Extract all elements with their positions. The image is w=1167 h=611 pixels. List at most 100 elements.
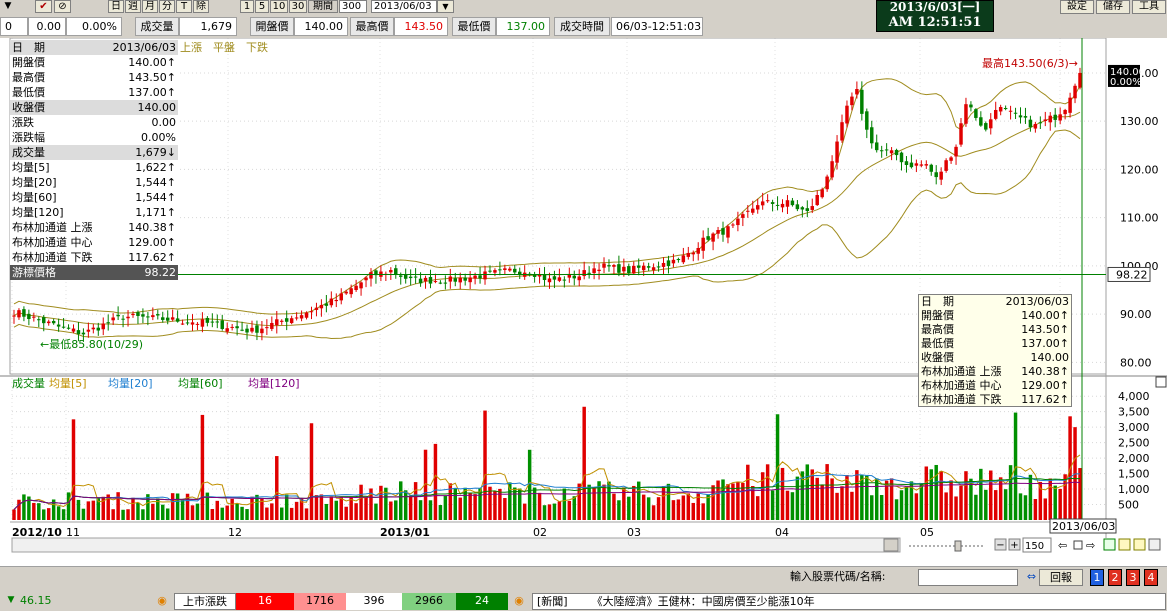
candle-body [830,161,834,178]
candle-body [557,277,562,281]
period-30-button[interactable]: 30 [289,0,307,13]
dropdown-arrow-icon[interactable]: ▼ [4,1,12,11]
volume-bar [721,479,725,520]
back-button[interactable]: 回報 [1039,569,1083,586]
candle-body [627,266,631,274]
settings-button[interactable]: 設定 [1060,0,1094,14]
volume-legend-item: 均量[60] [178,377,223,390]
price-tick-label: 110.00 [1120,212,1159,225]
stock-chart[interactable]: 80.0090.00100.00110.00120.00130.00140.00… [0,38,1167,566]
print-icon[interactable] [1118,538,1131,551]
candle-body [889,150,894,154]
volume-bar [780,467,785,520]
candle-body [1018,115,1023,118]
volume-bar [874,478,879,520]
candle-body [468,277,472,283]
candle-body [622,266,626,272]
copy-icon[interactable] [1133,538,1146,551]
candle-body [537,274,542,277]
tab-2[interactable]: 2 [1108,569,1122,586]
index-value: 46.15 [20,594,52,607]
period-input[interactable]: 300 [339,0,367,13]
stock-input[interactable] [918,569,1018,586]
volume-bar [899,490,904,520]
day-button[interactable]: 日 [108,0,124,13]
volume-bar [32,502,36,520]
volume-bar [760,472,765,520]
volume-bar [488,486,492,520]
tick-button[interactable]: T [176,0,192,13]
stop-icon[interactable] [1073,540,1083,550]
month-button[interactable]: 月 [142,0,158,13]
checkmark-icon[interactable]: ✔ [35,0,52,13]
volume-bar [800,471,805,520]
dropdown-circle-icon[interactable]: ◉ [157,594,167,607]
week-button[interactable]: 週 [125,0,141,13]
volume-bar [503,498,507,520]
volume-bar [731,483,735,520]
exright-button[interactable]: 除 [193,0,209,13]
link-icon[interactable]: ⊘ [54,0,71,13]
info-label: 日 期 [921,295,954,309]
date-select[interactable]: 2013/06/03 [371,0,437,13]
candle-body [835,141,839,163]
zoom-value[interactable]: 150 [1025,541,1044,552]
tab-3[interactable]: 3 [1126,569,1140,586]
candle-body [865,111,869,130]
zoom-in-icon[interactable] [1008,538,1021,551]
volume-bar [850,491,854,520]
minute-button[interactable]: 分 [159,0,175,13]
dropdown-circle-icon[interactable]: ◉ [514,594,524,607]
info-label: 漲跌 [12,115,34,129]
save-button[interactable]: 儲存 [1096,0,1130,14]
time-value: 06/03-12:51:03 [611,17,703,36]
candle-body [220,320,224,329]
arrows-icon[interactable]: ⇔ [1026,570,1037,583]
candle-body [845,105,849,124]
info-row: 布林加通道 中心 129.00↑ [919,379,1072,393]
volume-ma120 [13,481,1081,510]
volume-bar [384,487,388,520]
volume-bar [582,406,586,520]
candle-body [141,314,145,317]
scroll-right-icon[interactable] [883,538,899,552]
tab-4[interactable]: 4 [1144,569,1158,586]
candle-body [929,164,933,172]
horizontal-scrollbar[interactable] [11,537,901,553]
period-10-button[interactable]: 10 [270,0,288,13]
candle-body [438,282,443,284]
period-5-button[interactable]: 5 [255,0,269,13]
info-label: 均量[120] [12,205,64,219]
volume-bar [294,501,299,520]
open-value: 140.00 [294,17,348,36]
price-tick-label: 130.00 [1120,115,1159,128]
period-1-button[interactable]: 1 [240,0,254,13]
arrow-left-icon[interactable]: ⇦ [1058,539,1067,552]
grid-icon[interactable] [1148,538,1161,551]
info-value: 140.38↑ [128,220,176,234]
info-label: 開盤價 [12,55,45,69]
arrow-right-icon[interactable]: ⇨ [1086,539,1095,552]
zoom-out-icon[interactable] [994,538,1007,551]
volume-bar [289,507,294,520]
zoom-slider-thumb[interactable] [954,540,962,552]
volume-bar [309,423,314,520]
candle-body [681,255,686,263]
x-axis-label: 2012/10 [12,526,62,539]
candle-body [532,274,537,277]
x-label-box [1049,518,1117,534]
volume-bar [641,494,646,520]
tools-button[interactable]: 工具 [1132,0,1166,14]
chevron-down-icon[interactable]: ▼ [437,0,454,13]
volume-tick-label: 1,500 [1118,468,1150,481]
candle-body [299,315,304,319]
info-value: 143.50↑ [1021,323,1069,336]
candle-body [587,272,591,274]
candle-body [91,327,96,330]
tab-1[interactable]: 1 [1090,569,1104,586]
volume-bar [463,487,467,520]
volume-bar [597,481,601,520]
quote-change-pct: 0.00% [66,17,122,36]
export-icon[interactable] [1103,538,1116,551]
news-ticker[interactable]: [新聞] 《大陸經濟》王健林：中國房價至少能漲10年 [532,593,1166,610]
